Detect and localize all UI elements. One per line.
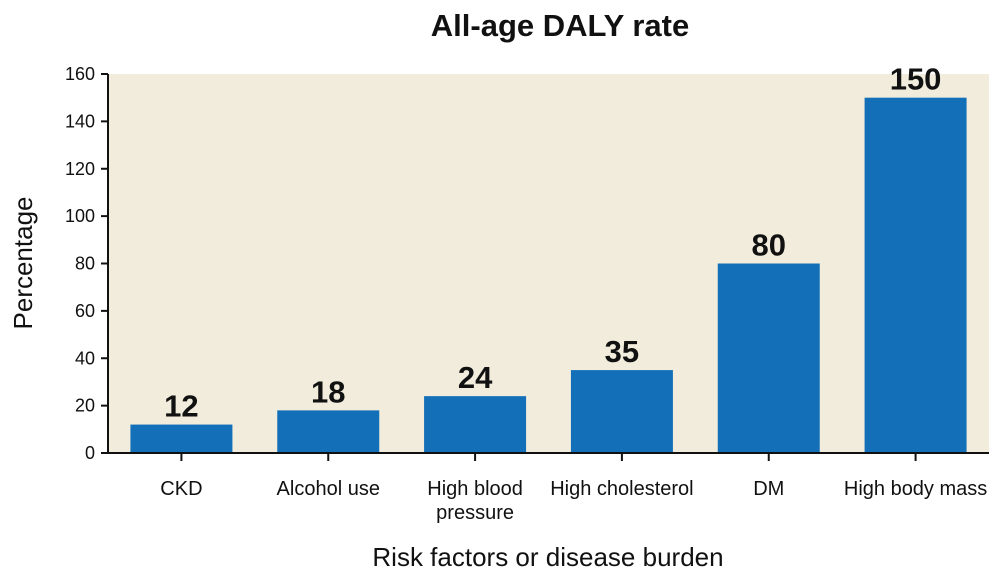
x-category-label: Alcohol use bbox=[277, 478, 380, 500]
bar-value-label: 24 bbox=[458, 360, 493, 395]
x-category-label: CKD bbox=[160, 478, 202, 500]
data-labels: 12 18 24 35 80 150 bbox=[164, 62, 941, 424]
bar-value-label: 80 bbox=[752, 228, 786, 263]
plot-area bbox=[108, 74, 989, 453]
y-tick-label: 40 bbox=[75, 348, 95, 368]
bar-value-label: 35 bbox=[605, 334, 639, 369]
y-tick-label: 80 bbox=[75, 254, 95, 274]
x-category-label: DM bbox=[753, 478, 784, 500]
y-tick-label: 0 bbox=[85, 443, 95, 463]
bar bbox=[717, 263, 820, 453]
y-tick-label: 160 bbox=[65, 64, 95, 84]
y-tick-label: 100 bbox=[65, 206, 95, 226]
y-tick-label: 20 bbox=[75, 396, 95, 416]
y-tick-label: 120 bbox=[65, 159, 95, 179]
x-category-label: High body mass bbox=[844, 478, 987, 500]
x-category-label: High cholesterol bbox=[550, 478, 693, 500]
bar-value-label: 12 bbox=[164, 389, 198, 424]
y-axis-ticks: 0 20 40 60 80 100 120 140 160 bbox=[65, 64, 108, 463]
y-axis-label: Percentage bbox=[8, 197, 38, 330]
bar bbox=[424, 396, 527, 453]
bar bbox=[864, 97, 967, 453]
bar bbox=[570, 370, 673, 453]
x-axis-label: Risk factors or disease burden bbox=[372, 542, 723, 572]
bar bbox=[277, 410, 380, 453]
bar bbox=[130, 424, 233, 453]
x-category-label: High blood bbox=[427, 478, 523, 500]
y-tick-label: 140 bbox=[65, 111, 95, 131]
bar-value-label: 18 bbox=[311, 374, 345, 409]
bars bbox=[130, 97, 967, 453]
bar-value-label: 150 bbox=[890, 62, 942, 97]
chart-title: All-age DALY rate bbox=[431, 8, 689, 43]
x-category-label: pressure bbox=[436, 502, 514, 524]
y-tick-label: 60 bbox=[75, 301, 95, 321]
x-axis-ticks bbox=[180, 453, 917, 461]
